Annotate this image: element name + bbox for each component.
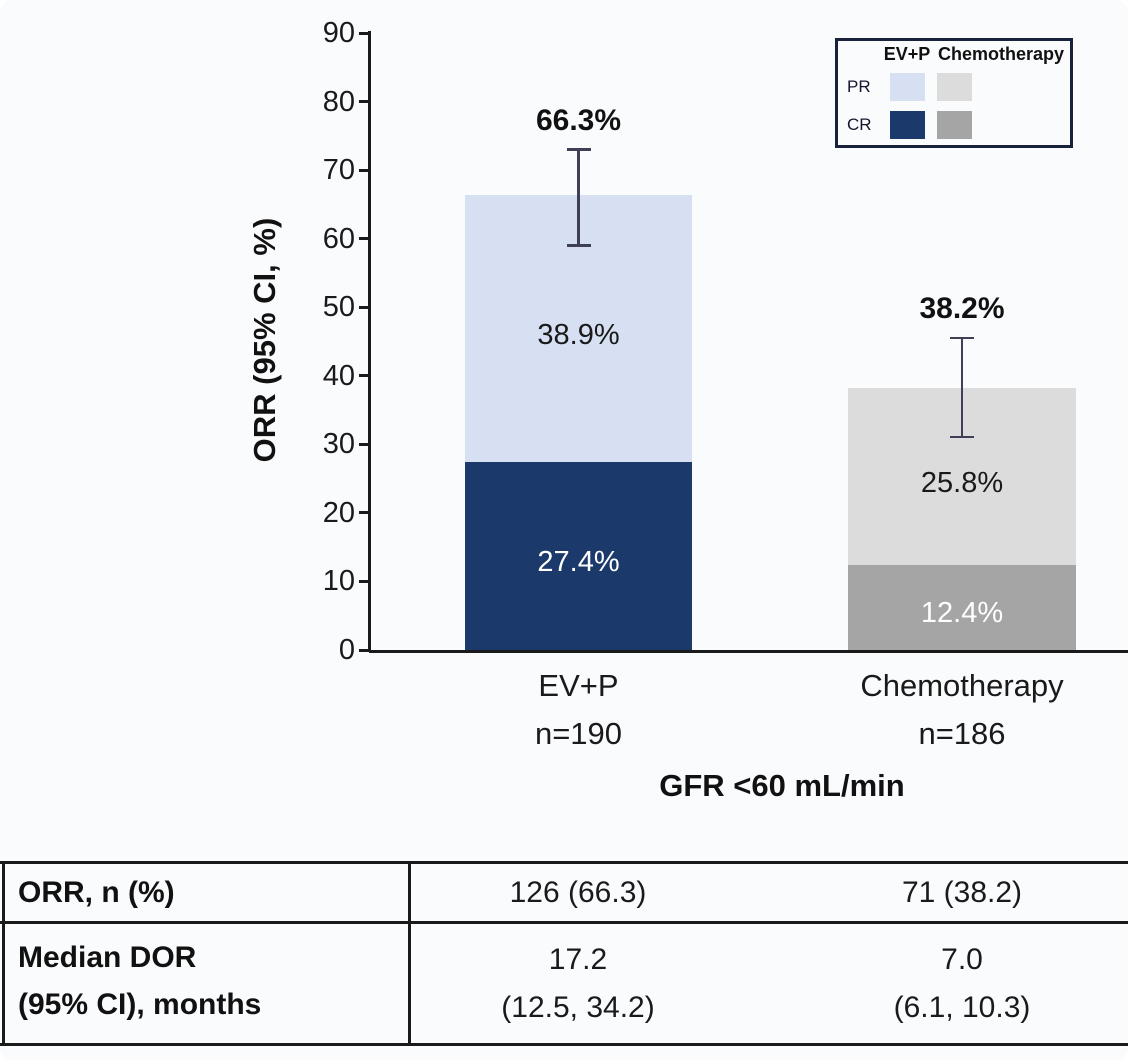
table-row1-label: ORR, n (%) bbox=[18, 876, 175, 909]
bar-segment-cr-evp bbox=[465, 462, 692, 650]
table-column-divider bbox=[408, 861, 411, 1046]
y-tick-mark bbox=[359, 579, 369, 583]
y-tick-mark bbox=[359, 237, 369, 241]
error-bar-cap-bottom bbox=[950, 435, 974, 439]
y-tick-label: 80 bbox=[322, 85, 355, 118]
table-row2-label-line2: (95% CI), months bbox=[18, 988, 262, 1021]
category-sublabel-evp: n=190 bbox=[534, 716, 623, 751]
table-row-separator bbox=[0, 921, 1128, 924]
x-axis-title: GFR <60 mL/min bbox=[659, 768, 905, 803]
y-tick-mark bbox=[359, 511, 369, 515]
y-tick-label: 90 bbox=[322, 17, 355, 49]
category-label-chemo: Chemotherapy bbox=[860, 668, 1064, 703]
y-axis-title: ORR (95% CI, %) bbox=[247, 217, 282, 463]
category-label-evp: EV+P bbox=[538, 668, 619, 703]
error-bar-line bbox=[960, 338, 964, 437]
table-row1-value-chemo: 71 (38.2) bbox=[901, 876, 1023, 909]
bar-segment-cr-chemo bbox=[848, 564, 1076, 650]
y-tick-label: 30 bbox=[322, 428, 355, 461]
legend-swatch-cr-evp bbox=[889, 111, 925, 139]
y-tick-label: 70 bbox=[322, 154, 355, 187]
legend-swatch-pr-evp bbox=[889, 72, 925, 101]
legend-row-label-pr: PR bbox=[847, 76, 871, 96]
table-row1-value-evp: 126 (66.3) bbox=[509, 876, 647, 909]
legend-swatch-cr-chemo bbox=[937, 111, 972, 139]
x-axis-line bbox=[369, 650, 1128, 653]
legend-header-chemotherapy: Chemotherapy bbox=[937, 44, 1065, 64]
table-row2-value-evp-line2: (12.5, 34.2) bbox=[501, 991, 655, 1024]
segment-label-cr: 12.4% bbox=[920, 597, 1004, 630]
table-row2-label-line1: Median DOR bbox=[18, 941, 197, 974]
y-axis-line bbox=[368, 31, 371, 652]
legend-swatch-pr-chemo bbox=[937, 72, 972, 101]
table-row2-value-chemo-line1: 7.0 bbox=[941, 943, 983, 976]
y-tick-mark bbox=[359, 442, 369, 446]
y-tick-label: 60 bbox=[322, 222, 355, 255]
error-bar-cap-bottom bbox=[566, 244, 591, 247]
y-tick-label: 40 bbox=[322, 359, 355, 392]
total-orr-label: 66.3% bbox=[535, 103, 622, 137]
y-tick-label: 50 bbox=[322, 291, 355, 324]
y-tick-mark bbox=[359, 168, 369, 172]
y-tick-label: 0 bbox=[338, 634, 355, 666]
table-row2-label: Median DOR (95% CI), months bbox=[18, 934, 261, 1028]
category-sublabel-chemo: n=186 bbox=[918, 716, 1006, 751]
y-tick-mark bbox=[359, 648, 369, 652]
legend-header-evp: EV+P bbox=[883, 44, 931, 64]
y-tick-mark bbox=[359, 100, 369, 104]
y-tick-mark bbox=[359, 31, 369, 35]
error-bar-cap-top bbox=[566, 148, 591, 151]
table-row2-value-evp: 17.2 (12.5, 34.2) bbox=[428, 936, 728, 1032]
table-row2-value-chemo-line2: (6.1, 10.3) bbox=[893, 991, 1031, 1024]
y-tick-mark bbox=[359, 374, 369, 378]
y-tick-mark bbox=[359, 305, 369, 309]
table-bottom-border bbox=[0, 1043, 1128, 1046]
legend-row-label-cr: CR bbox=[847, 115, 872, 134]
table-row2-value-evp-line1: 17.2 bbox=[548, 943, 608, 976]
legend: EV+P Chemotherapy PR CR bbox=[835, 38, 1073, 148]
segment-label-pr: 38.9% bbox=[537, 318, 620, 351]
error-bar-line bbox=[577, 149, 580, 246]
segment-label-pr: 25.8% bbox=[920, 466, 1004, 499]
table-row2-value-chemo: 7.0 (6.1, 10.3) bbox=[812, 936, 1112, 1032]
table-top-border bbox=[0, 861, 1128, 864]
total-orr-label: 38.2% bbox=[919, 292, 1005, 326]
error-bar-cap-top bbox=[950, 336, 974, 340]
segment-label-cr: 27.4% bbox=[537, 546, 620, 579]
y-tick-label: 20 bbox=[322, 496, 355, 529]
table-left-border bbox=[2, 861, 5, 1046]
y-tick-label: 10 bbox=[322, 565, 355, 598]
